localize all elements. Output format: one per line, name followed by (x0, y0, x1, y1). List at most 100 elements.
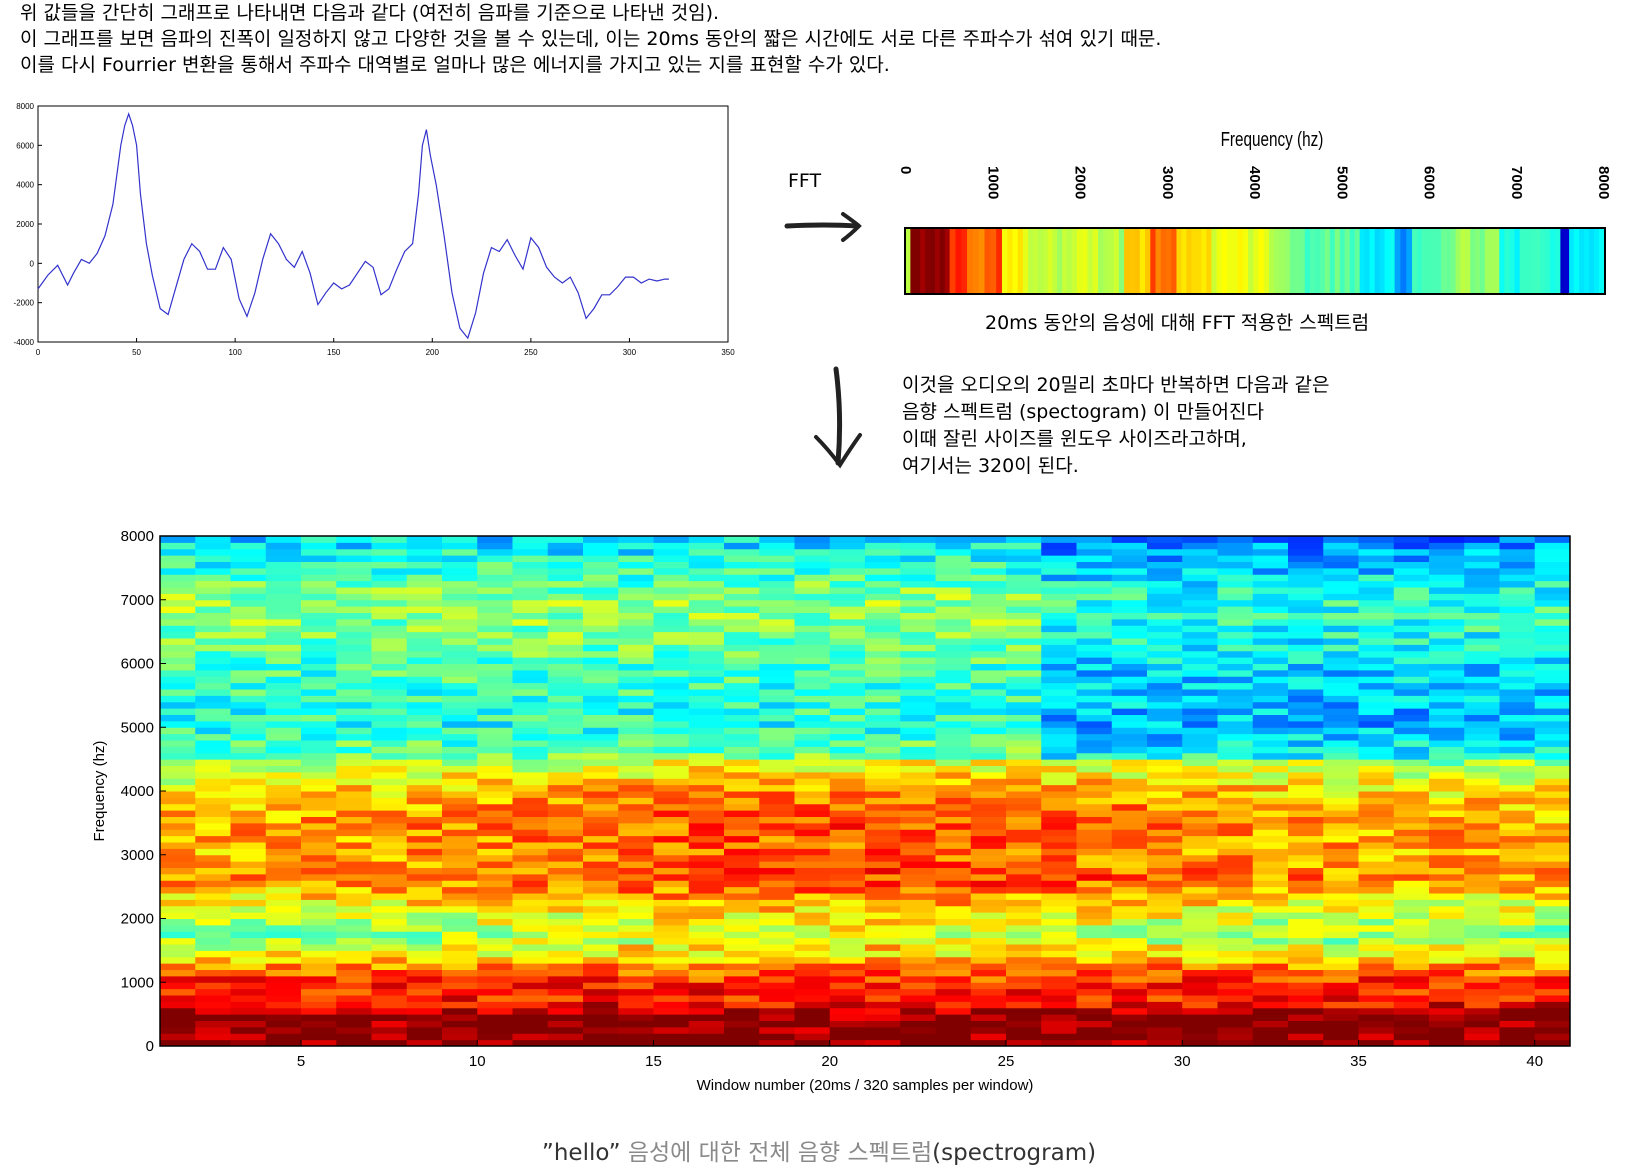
spectrogram-cell (688, 542, 725, 550)
spectrogram-cell (336, 708, 372, 716)
spectrogram-cell (583, 676, 619, 684)
spectrogram-cell (970, 880, 1007, 888)
spectrogram-cell (1393, 708, 1430, 716)
fft-spectrum-band (1450, 229, 1457, 293)
spectrogram-cell (759, 771, 795, 779)
spectrogram-cell (724, 1020, 760, 1028)
spectrogram-cell (265, 708, 302, 716)
spectrogram-cell (1252, 778, 1289, 786)
waveform-y-tick-label: 4000 (16, 181, 34, 190)
spectrogram-cell (477, 1014, 513, 1022)
spectrogram-cell (442, 867, 478, 875)
spectrogram-cell (230, 708, 267, 716)
caption-quoted-word: ”hello” (541, 1140, 621, 1166)
spectrogram-cell (1147, 944, 1183, 951)
spectrogram-cell (1217, 937, 1254, 945)
spectrogram-cell (1464, 708, 1500, 716)
spectrogram-cell (230, 759, 267, 767)
spectrogram-cell (547, 899, 584, 907)
spectrogram-cell (1076, 1014, 1113, 1022)
spectrogram-cell (618, 1007, 654, 1015)
spectrogram-cell (1323, 682, 1359, 690)
spectrogram-cell (442, 791, 478, 798)
spectrogram-cell (336, 638, 372, 645)
spectrogram-cell (935, 963, 972, 971)
spectrogram-cell (1499, 893, 1536, 900)
fft-spectrum-band (1359, 229, 1366, 293)
spectrogram-cell (1358, 944, 1395, 951)
spectrogram-cell (1147, 631, 1183, 639)
spectrogram-cell (442, 1020, 478, 1028)
spectrogram-cell (195, 657, 231, 665)
spectrogram-cell (477, 695, 513, 703)
spectrogram-cell (160, 848, 196, 856)
spectrogram-cell (1076, 708, 1113, 716)
spectrogram-cell (1393, 663, 1430, 671)
spectrogram-cell (1041, 618, 1077, 626)
spectrogram-cell (1182, 995, 1218, 1002)
spectrogram-cell (265, 1020, 302, 1028)
spectrogram-cell (1041, 829, 1077, 837)
fft-spectrum-band (1186, 229, 1193, 293)
spectrogram-cell (1182, 861, 1218, 869)
spectrogram-cell (1252, 580, 1289, 588)
spectrogram-cell (688, 937, 725, 945)
spectrogram-cell (547, 587, 584, 594)
spectrogram-cell (1358, 829, 1395, 837)
spectrogram-cell (1499, 835, 1536, 843)
spectrogram-cell (1499, 676, 1536, 684)
spectrogram-cell (336, 944, 372, 951)
spectrogram-cell (1147, 606, 1183, 614)
spectrogram-cell (618, 695, 654, 703)
spectrogram-cell (900, 842, 936, 849)
spectrogram-cell (900, 593, 936, 601)
spectrogram-cell (900, 618, 936, 626)
spectrogram-cell (583, 995, 619, 1002)
spectrogram-cell (442, 822, 478, 830)
spectrogram-cell (265, 765, 302, 773)
spectrogram-cell (794, 995, 831, 1002)
spectrogram-cell (371, 912, 408, 920)
spectrogram-cell (1076, 982, 1113, 990)
spectrogram-cell (1252, 1007, 1289, 1015)
spectrogram-cell (265, 988, 302, 996)
spectrogram-cell (1464, 988, 1500, 996)
spectrogram-cell (477, 720, 513, 728)
spectrogram-cell (724, 542, 760, 550)
spectrogram-cell (160, 886, 196, 894)
spectrogram-cell (1464, 931, 1500, 939)
spectrogram-cell (1499, 631, 1536, 639)
spectrogram-cell (1358, 759, 1395, 767)
spectrogram-cell (935, 842, 972, 849)
spectrogram-cell (442, 555, 478, 563)
spectrogram-cell (1182, 695, 1218, 703)
fft-spectrum-band (1324, 229, 1331, 293)
spectrogram-cell (1182, 720, 1218, 728)
spectrogram-cell (759, 963, 795, 971)
spectrogram-cell (1358, 695, 1395, 703)
spectrogram-cell (1323, 886, 1359, 894)
spectrogram-cell (265, 574, 302, 582)
spectrogram-cell (618, 835, 654, 843)
spectrogram-cell (1252, 625, 1289, 633)
spectrogram-cell (1252, 1033, 1289, 1041)
spectrogram-cell (336, 861, 372, 869)
spectrogram-cell (371, 886, 408, 894)
spectrogram-cell (195, 555, 231, 563)
spectrogram-cell (1429, 733, 1465, 741)
spectrogram-cell (759, 765, 795, 773)
spectrogram-cell (265, 912, 302, 920)
spectrogram-cell (688, 867, 725, 875)
spectrogram-cell (1358, 733, 1395, 741)
spectrogram-cell (371, 663, 408, 671)
spectrogram-cell (160, 682, 196, 690)
spectrogram-cell (1147, 618, 1183, 626)
spectrogram-cell (865, 950, 901, 958)
spectrogram-cell (1464, 797, 1500, 805)
spectrogram-cell (1323, 924, 1359, 932)
spectrogram-cell (829, 905, 866, 913)
spectrogram-cell (688, 555, 725, 563)
spectrogram-cell (794, 867, 831, 875)
spectrogram-cell (1464, 1039, 1500, 1047)
spectrogram-cell (336, 1033, 372, 1041)
